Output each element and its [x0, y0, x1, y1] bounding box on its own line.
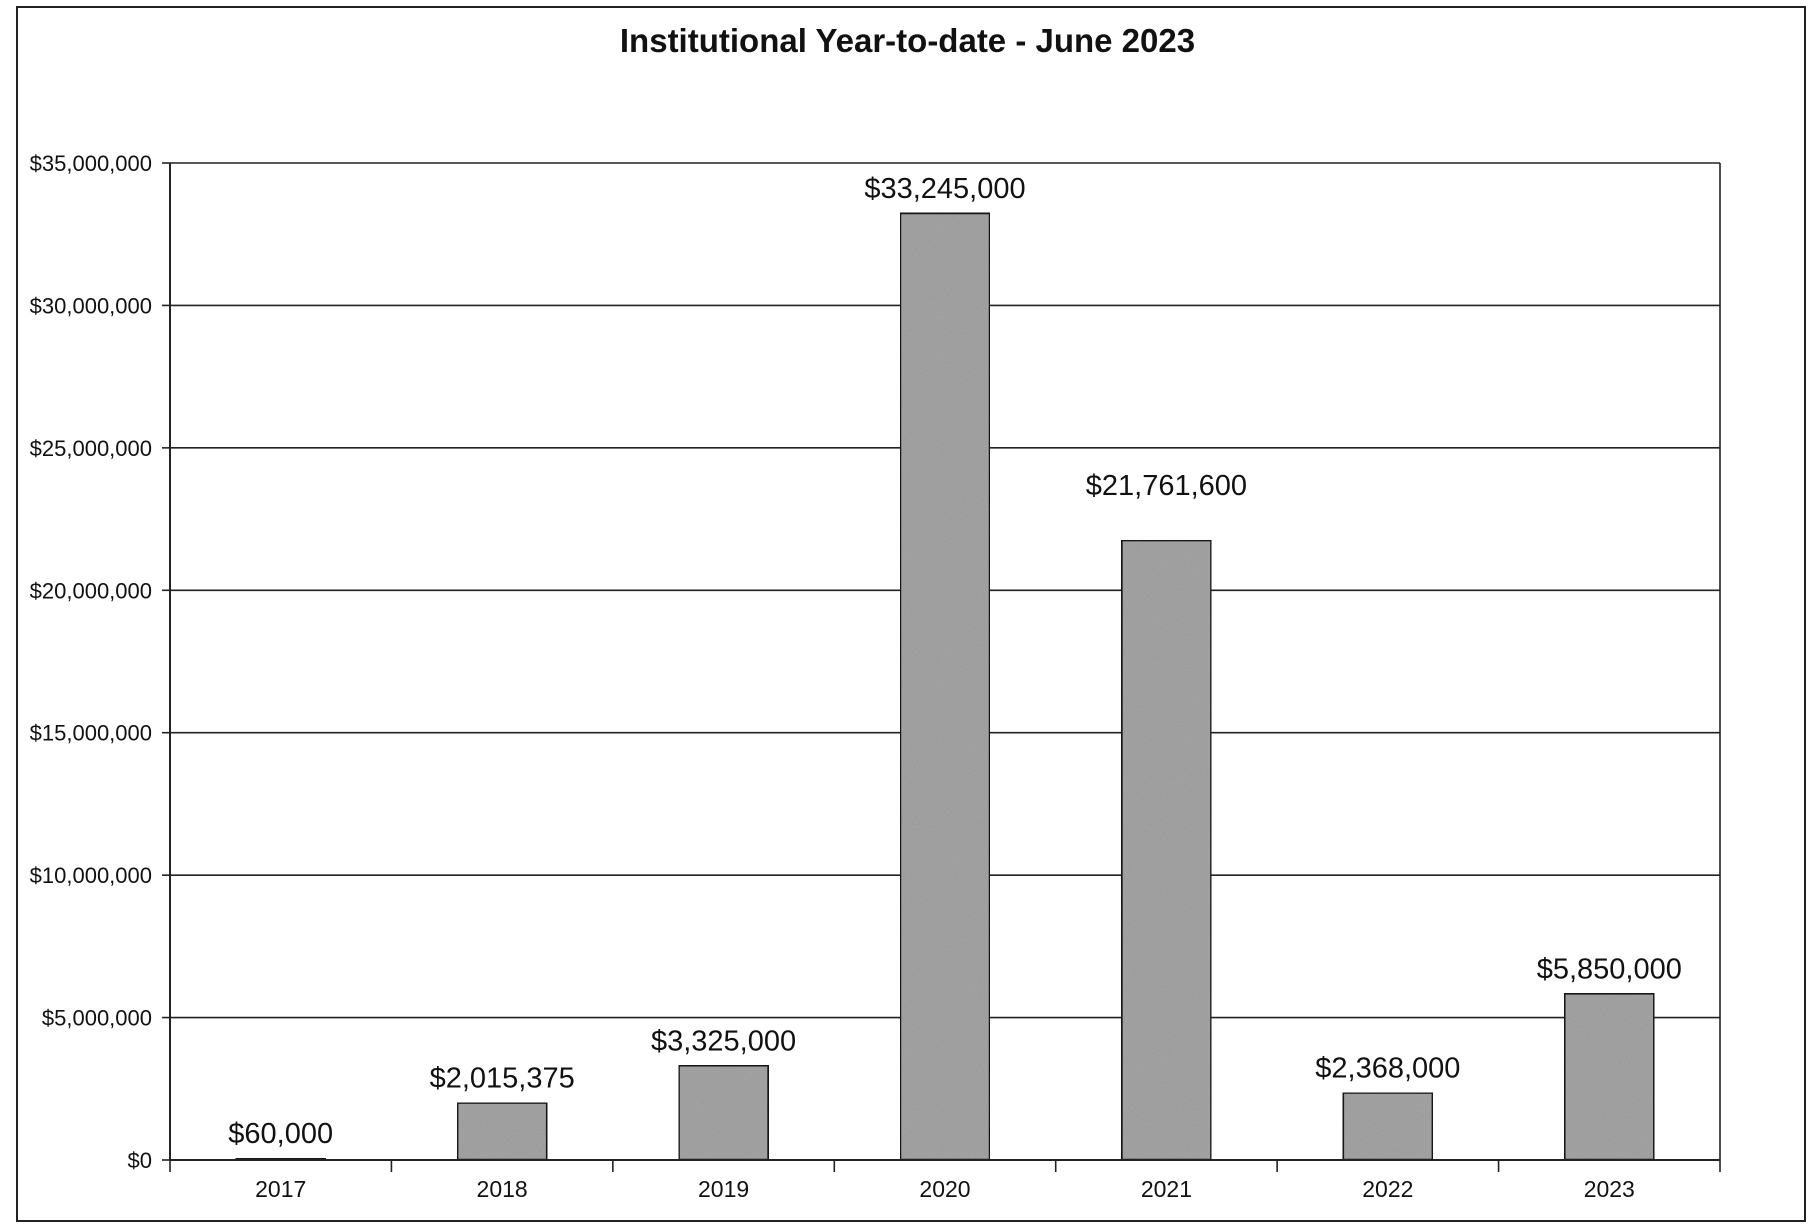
x-tick-label: 2023 [1584, 1176, 1635, 1202]
bar-2018 [455, 1101, 549, 1162]
axes [162, 162, 1721, 1172]
data-label: $21,761,600 [1086, 470, 1247, 502]
y-tick-label: $0 [128, 1148, 152, 1173]
y-tick-label: $25,000,000 [30, 436, 152, 461]
x-tick-label: 2017 [255, 1176, 306, 1202]
data-label: $2,368,000 [1315, 1053, 1460, 1085]
bar-2023 [1563, 992, 1656, 1162]
bars [234, 211, 1656, 1162]
labels: $0 $5,000,000 $10,000,000 $15,000,000 $20,00… [30, 151, 1682, 1202]
data-label: $33,245,000 [864, 173, 1025, 205]
bar-2020 [898, 211, 992, 1162]
x-tick-label: 2022 [1362, 1176, 1413, 1202]
x-tick-label: 2020 [919, 1176, 970, 1202]
data-label: $3,325,000 [651, 1025, 796, 1057]
y-tick-label: $20,000,000 [30, 578, 152, 603]
y-tick-label: $5,000,000 [42, 1006, 152, 1031]
y-tick-label: $15,000,000 [30, 721, 152, 746]
data-label: $2,015,375 [430, 1063, 575, 1095]
y-tick-label: $10,000,000 [30, 863, 152, 888]
y-tick-label: $30,000,000 [30, 293, 152, 318]
bar-2019 [677, 1064, 770, 1162]
bar-2021 [1120, 538, 1213, 1162]
x-tick-label: 2021 [1141, 1176, 1192, 1202]
y-tick-label: $35,000,000 [30, 151, 152, 176]
data-label: $60,000 [228, 1118, 333, 1150]
chart-title: Institutional Year-to-date - June 2023 [619, 22, 1196, 59]
bar-2022 [1341, 1091, 1435, 1162]
x-tick-label: 2019 [698, 1176, 749, 1202]
x-tick-label: 2018 [477, 1176, 528, 1202]
data-label: $5,850,000 [1537, 953, 1682, 985]
